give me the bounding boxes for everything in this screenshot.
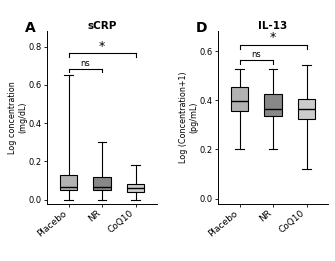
Title: sCRP: sCRP — [87, 21, 117, 31]
Y-axis label: Log (Concentration+1)
(pg/mL): Log (Concentration+1) (pg/mL) — [179, 72, 198, 163]
PathPatch shape — [298, 99, 315, 119]
PathPatch shape — [264, 94, 282, 116]
Text: ns: ns — [252, 50, 261, 59]
Title: IL-13: IL-13 — [259, 21, 288, 31]
Text: D: D — [196, 21, 207, 35]
PathPatch shape — [231, 87, 248, 111]
PathPatch shape — [127, 184, 144, 192]
PathPatch shape — [93, 177, 111, 190]
Text: A: A — [25, 21, 36, 35]
Text: *: * — [99, 40, 105, 53]
Text: *: * — [270, 31, 276, 44]
Text: ns: ns — [80, 59, 90, 68]
Y-axis label: Log concentration
(mg/dL): Log concentration (mg/dL) — [8, 81, 27, 154]
PathPatch shape — [60, 175, 77, 190]
